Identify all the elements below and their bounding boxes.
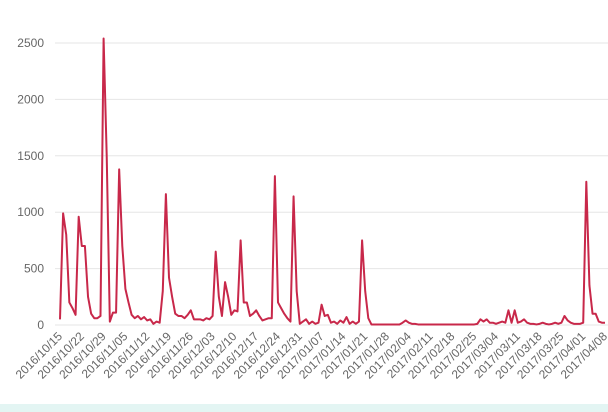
y-tick-label: 2000: [17, 92, 44, 106]
footer-bar: [0, 404, 608, 412]
y-tick-label: 1500: [17, 149, 44, 163]
y-tick-label: 500: [24, 262, 44, 276]
line: [59, 37, 605, 326]
y-tick-label: 0: [37, 318, 44, 332]
y-tick-label: 2500: [17, 36, 44, 50]
y-tick-label: 1000: [17, 205, 44, 219]
